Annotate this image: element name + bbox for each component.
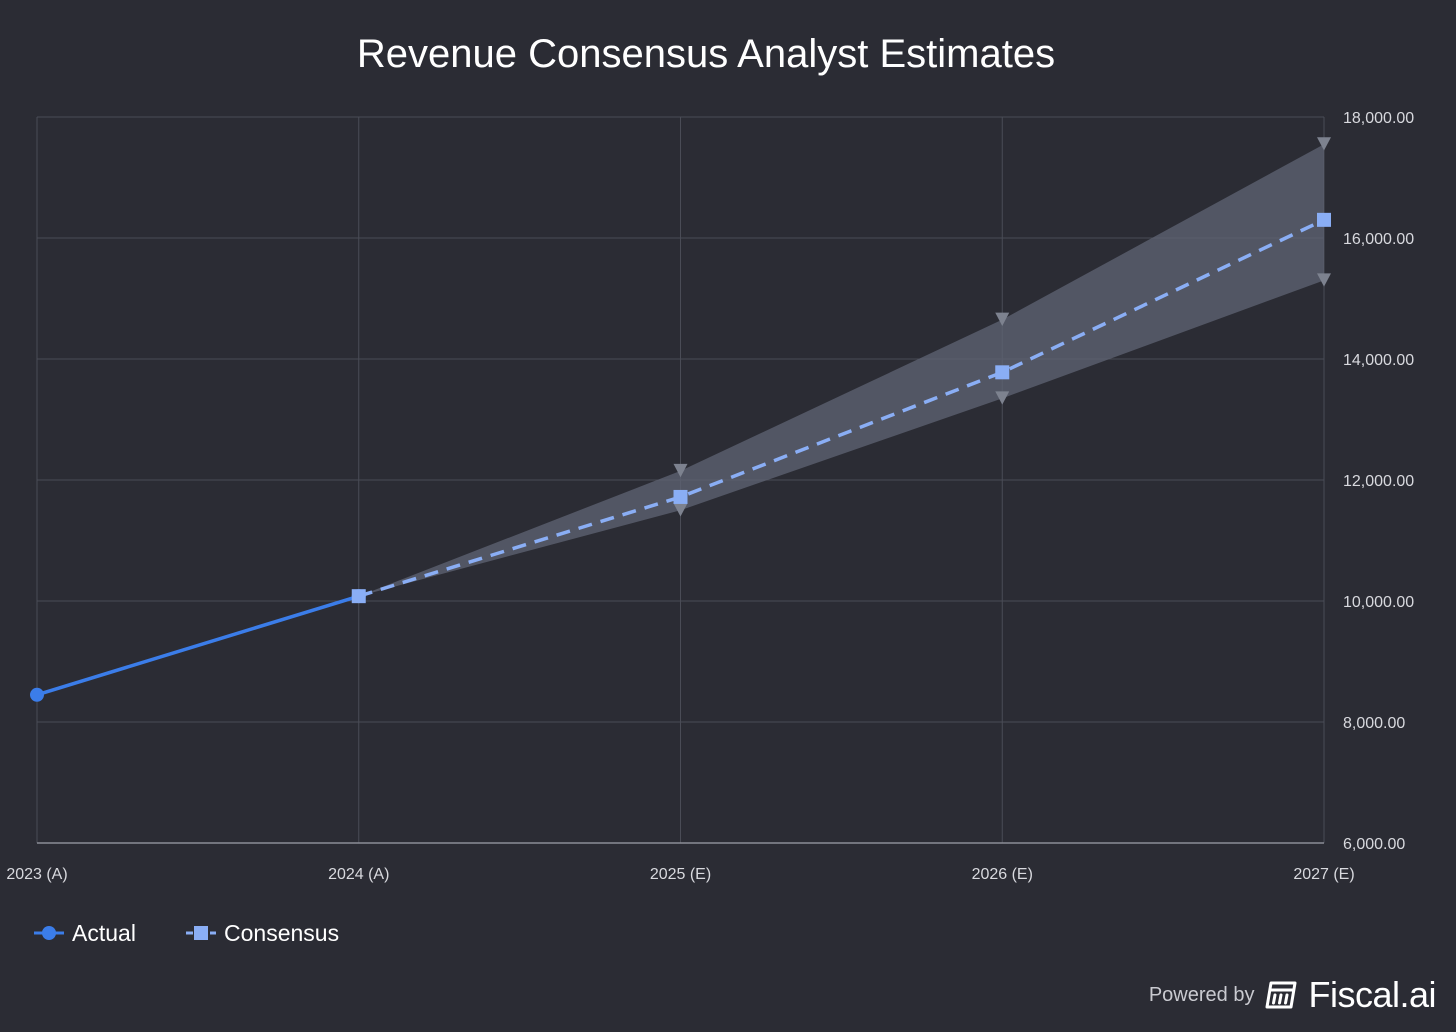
brand-name: Fiscal.ai bbox=[1308, 974, 1436, 1015]
powered-by-label: Powered by bbox=[1148, 983, 1255, 1006]
legend-item-consensus: Consensus bbox=[186, 920, 339, 946]
high-estimate-marker bbox=[673, 463, 688, 478]
legend-swatch-marker bbox=[42, 926, 56, 940]
legend-item-actual: Actual bbox=[34, 920, 136, 946]
legend-label: Actual bbox=[72, 920, 136, 946]
y-tick-label: 8,000.00 bbox=[1343, 715, 1405, 732]
high-estimate-marker bbox=[995, 312, 1010, 326]
x-axis: 2023 (A) 2024 (A) 2025 (E) 2026 (E) 2027 (E) bbox=[6, 866, 1354, 883]
x-tick-label: 2026 (E) bbox=[972, 866, 1033, 883]
x-tick-label: 2023 (A) bbox=[6, 866, 67, 883]
powered-by: Powered by Fiscal.ai bbox=[1148, 974, 1437, 1016]
fiscal-logo-icon bbox=[1265, 981, 1297, 1009]
x-tick-label: 2024 (A) bbox=[328, 866, 389, 883]
series-line-consensus bbox=[358, 218, 1325, 598]
high-estimate-marker bbox=[1317, 137, 1331, 151]
series-layer bbox=[30, 212, 1331, 702]
estimate-range-area bbox=[358, 144, 1324, 597]
y-tick-label: 14,000.00 bbox=[1343, 352, 1414, 369]
x-tick-label: 2025 (E) bbox=[650, 866, 711, 883]
legend-swatch-marker bbox=[194, 926, 208, 940]
chart-title: Revenue Consensus Analyst Estimates bbox=[357, 32, 1055, 76]
series-line-actual bbox=[36, 594, 360, 697]
y-tick-label: 12,000.00 bbox=[1343, 473, 1414, 490]
low-estimate-marker bbox=[995, 391, 1010, 405]
y-tick-label: 18,000.00 bbox=[1343, 110, 1414, 127]
legend-label: Consensus bbox=[224, 920, 339, 946]
actual-point bbox=[30, 687, 44, 702]
legend: Actual Consensus bbox=[34, 920, 339, 946]
consensus-point bbox=[1317, 212, 1331, 227]
low-estimate-marker bbox=[673, 503, 688, 517]
y-tick-label: 6,000.00 bbox=[1343, 836, 1405, 853]
low-estimate-marker bbox=[1317, 273, 1331, 287]
estimate-range-band bbox=[358, 137, 1331, 597]
consensus-point bbox=[995, 365, 1010, 380]
y-tick-label: 10,000.00 bbox=[1343, 594, 1414, 611]
y-tick-label: 16,000.00 bbox=[1343, 231, 1414, 248]
x-tick-label: 2027 (E) bbox=[1293, 866, 1354, 883]
consensus-point bbox=[673, 489, 688, 504]
y-axis: 6,000.00 8,000.00 10,000.00 12,000.00 14,000… bbox=[1343, 110, 1414, 853]
consensus-point bbox=[351, 589, 366, 604]
